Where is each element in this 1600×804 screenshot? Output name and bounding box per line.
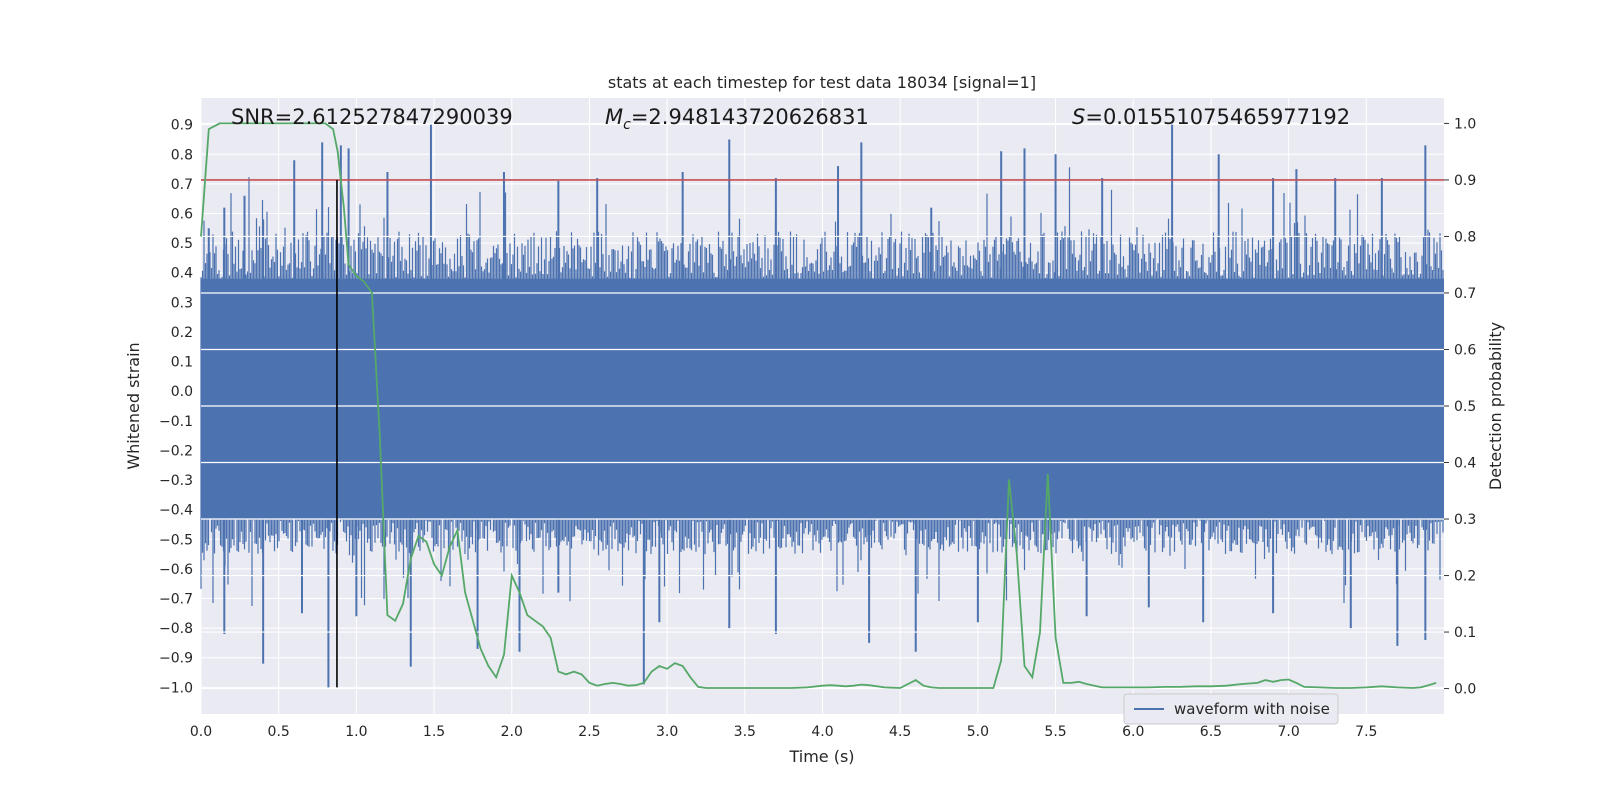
y-tick-label: −0.9 xyxy=(159,651,193,667)
y-tick-label: −0.3 xyxy=(159,473,193,489)
s-symbol: S xyxy=(1072,105,1085,129)
y2-tick-label: 0.1 xyxy=(1454,625,1476,641)
y-tick-label: 0.1 xyxy=(171,355,193,371)
x-tick-label: 0.5 xyxy=(268,724,290,740)
x-tick-label: 1.5 xyxy=(423,724,445,740)
y-tick-label: 0.6 xyxy=(171,207,193,223)
x-tick-label: 5.0 xyxy=(967,724,989,740)
legend: waveform with noise xyxy=(1123,693,1339,725)
legend-label-waveform: waveform with noise xyxy=(1174,700,1330,718)
x-tick-label: 7.5 xyxy=(1355,724,1377,740)
x-tick-label: 7.0 xyxy=(1277,724,1299,740)
y2-tick-label: 0.6 xyxy=(1454,342,1476,358)
mc-annotation: Mc=2.948143720626831 xyxy=(605,105,869,133)
waveform-noise xyxy=(200,167,1444,606)
x-tick-label: 4.5 xyxy=(889,724,911,740)
y2-tick-label: 0.5 xyxy=(1454,399,1476,415)
y-tick-label: 0.8 xyxy=(171,147,193,163)
y-tick-label: −0.5 xyxy=(159,532,193,548)
y2-tick-label: 1.0 xyxy=(1454,116,1476,132)
axes: 0.0 0.5 1.0 1.5 2.0 2.5 3.0 3.5 4.0 4.5 5.0 5.5 6.0 6… xyxy=(159,116,1476,740)
y-tick-label: 0.4 xyxy=(171,266,193,282)
x-tick-label: 3.0 xyxy=(656,724,678,740)
s-value: =0.01551075465977192 xyxy=(1085,105,1350,129)
y-tick-label: 0.2 xyxy=(171,325,193,341)
y-tick-label: 0.3 xyxy=(171,295,193,311)
snr-annotation: SNR=2.612527847290039 xyxy=(231,105,513,129)
y-tick-label: −0.7 xyxy=(159,592,193,608)
probability-line xyxy=(200,122,1437,689)
y2-tick-label: 0.2 xyxy=(1454,569,1476,585)
y2-axis-label: Detection probability xyxy=(1486,322,1505,490)
mc-symbol: M xyxy=(605,105,623,129)
y-tick-label: −0.1 xyxy=(159,414,193,430)
y-tick-label: −0.4 xyxy=(159,503,193,519)
x-tick-label: 6.0 xyxy=(1122,724,1144,740)
y2-tick-label: 0.0 xyxy=(1454,682,1476,698)
s-annotation: S=0.01551075465977192 xyxy=(1072,105,1350,129)
y2-tick-label: 0.3 xyxy=(1454,512,1476,528)
y-tick-label: −0.8 xyxy=(159,621,193,637)
y2-tick-label: 0.9 xyxy=(1454,173,1476,189)
y-tick-label: 0.0 xyxy=(171,384,193,400)
y-tick-label: 0.5 xyxy=(171,236,193,252)
y2-tick-label: 0.7 xyxy=(1454,286,1476,302)
x-tick-label: 2.0 xyxy=(501,724,523,740)
x-tick-label: 6.5 xyxy=(1200,724,1222,740)
y-tick-label: −0.6 xyxy=(159,562,193,578)
x-tick-label: 5.5 xyxy=(1044,724,1066,740)
x-tick-label: 4.0 xyxy=(811,724,833,740)
y2-tick-label: 0.8 xyxy=(1454,229,1476,245)
x-tick-label: 1.0 xyxy=(345,724,367,740)
x-axis-label: Time (s) xyxy=(788,747,854,766)
waveform-series xyxy=(200,124,1444,688)
overlay xyxy=(200,122,1444,690)
legend-box xyxy=(1123,693,1339,725)
x-tick-label: 2.5 xyxy=(578,724,600,740)
chart-title: stats at each timestep for test data 180… xyxy=(608,73,1036,92)
y-tick-label: 0.7 xyxy=(171,177,193,193)
y-tick-label: 0.9 xyxy=(171,118,193,134)
y-axis-label: Whitened strain xyxy=(124,342,143,469)
y-tick-label: −0.2 xyxy=(159,443,193,459)
mc-subscript: c xyxy=(623,117,631,133)
x-tick-label: 0.0 xyxy=(190,724,212,740)
y-tick-label: −1.0 xyxy=(159,680,193,696)
y2-tick-label: 0.4 xyxy=(1454,456,1476,472)
x-tick-label: 3.5 xyxy=(734,724,756,740)
mc-value: =2.948143720626831 xyxy=(631,105,869,129)
